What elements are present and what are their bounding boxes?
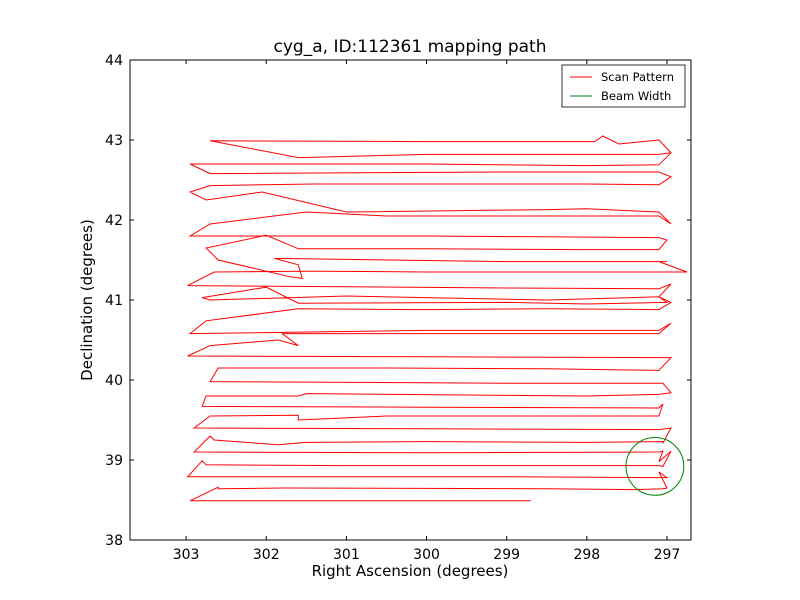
series-line-scan-pattern [186,135,688,502]
y-tick-label: 44 [105,53,123,69]
x-axis-label: Right Ascension (degrees) [312,562,509,580]
legend: Scan Pattern Beam Width [561,64,686,108]
x-tick-label: 300 [413,547,440,563]
legend-box [561,64,686,108]
x-tick-label: 298 [573,547,600,563]
y-tick-label: 40 [105,373,123,389]
series-circle-beam-width [625,437,685,496]
x-tick-label: 297 [654,547,681,563]
y-tick-label: 41 [105,293,123,309]
x-tick-label: 302 [253,547,280,563]
y-axis-label: Declination (degrees) [78,219,96,381]
x-tick-label: 303 [173,547,200,563]
x-tick-label: 299 [493,547,520,563]
legend-label-beam-width: Beam Width [601,89,671,103]
plot-layer [186,135,688,502]
chart-title: cyg_a, ID:112361 mapping path [274,37,547,57]
legend-label-scan-pattern: Scan Pattern [601,70,674,84]
y-tick-label: 42 [105,213,123,229]
y-tick-label: 39 [105,453,123,469]
y-tick-label: 43 [105,133,123,149]
ticks-layer: 303 302 301 300 299 298 297 38 39 40 41 42 43 44 [105,53,691,563]
x-tick-label: 301 [333,547,360,563]
y-tick-label: 38 [105,533,123,549]
